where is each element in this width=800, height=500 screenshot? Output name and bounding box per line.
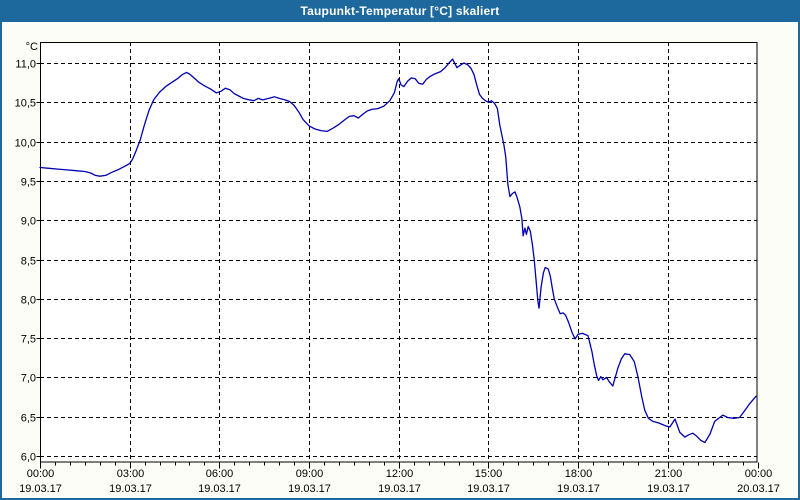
svg-text:18:00: 18:00 (565, 468, 593, 480)
svg-text:20.03.17: 20.03.17 (737, 483, 780, 495)
svg-text:9,0: 9,0 (21, 216, 36, 228)
svg-text:6,0: 6,0 (21, 452, 36, 464)
svg-text:19.03.17: 19.03.17 (647, 483, 690, 495)
window-title: Taupunkt-Temperatur [°C] skaliert (300, 4, 500, 18)
svg-text:19.03.17: 19.03.17 (378, 483, 421, 495)
svg-text:19.03.17: 19.03.17 (198, 483, 241, 495)
svg-text:21:00: 21:00 (655, 468, 683, 480)
svg-text:19.03.17: 19.03.17 (467, 483, 510, 495)
svg-text:10,5: 10,5 (15, 98, 36, 110)
svg-text:8,0: 8,0 (21, 295, 36, 307)
svg-text:03:00: 03:00 (117, 468, 145, 480)
dewpoint-line-chart: 11,0 10,5 10,0 9,5 9,0 8,5 8,0 7,5 7,0 6,5 6,0 00:0… (15, 41, 780, 495)
svg-text:9,5: 9,5 (21, 177, 36, 189)
svg-text:19.03.17: 19.03.17 (288, 483, 331, 495)
svg-text:09:00: 09:00 (296, 468, 324, 480)
svg-text:00:00: 00:00 (745, 468, 773, 480)
svg-text:19.03.17: 19.03.17 (557, 483, 600, 495)
svg-text:°C: °C (26, 41, 38, 53)
svg-text:6,5: 6,5 (21, 413, 36, 425)
chart-area: 11,0 10,5 10,0 9,5 9,0 8,5 8,0 7,5 7,0 6,5 6,0 00:0… (2, 22, 798, 498)
svg-text:15:00: 15:00 (475, 468, 503, 480)
window-titlebar: Taupunkt-Temperatur [°C] skaliert (2, 0, 798, 22)
svg-text:7,0: 7,0 (21, 373, 36, 385)
svg-text:7,5: 7,5 (21, 334, 36, 346)
svg-text:19.03.17: 19.03.17 (19, 483, 62, 495)
svg-text:19.03.17: 19.03.17 (109, 483, 152, 495)
svg-text:8,5: 8,5 (21, 256, 36, 268)
svg-text:11,0: 11,0 (15, 59, 36, 71)
svg-text:10,0: 10,0 (15, 138, 36, 150)
svg-text:06:00: 06:00 (206, 468, 234, 480)
svg-text:00:00: 00:00 (27, 468, 55, 480)
svg-text:12:00: 12:00 (386, 468, 414, 480)
